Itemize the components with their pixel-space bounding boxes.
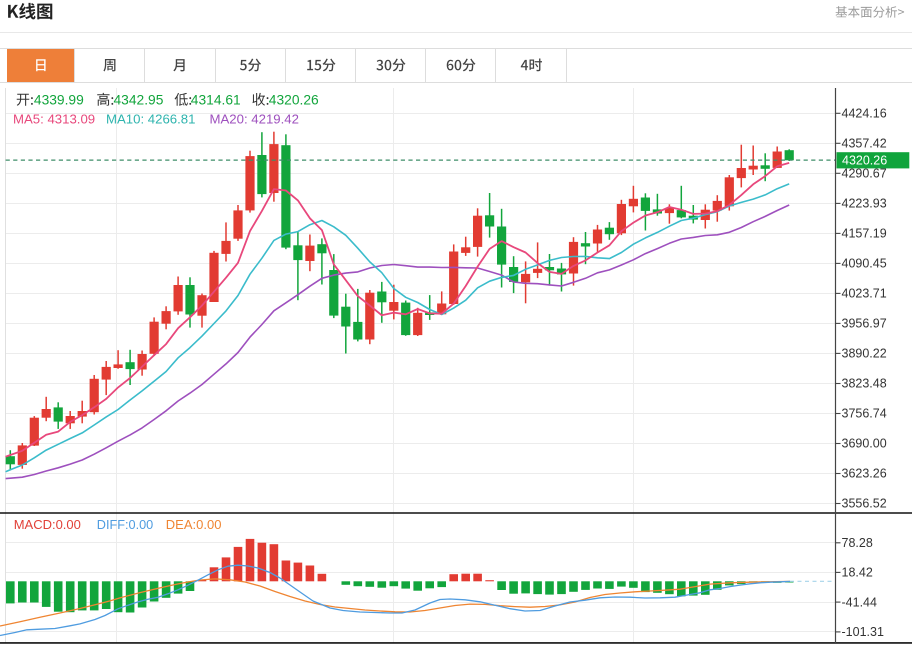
svg-text:3756.74: 3756.74 (842, 407, 887, 421)
svg-text:MA5: 4313.09: MA5: 4313.09 (13, 112, 95, 127)
svg-text:-101.31: -101.31 (842, 625, 884, 639)
svg-text:DIFF:0.00: DIFF:0.00 (97, 518, 153, 532)
svg-text:3823.48: 3823.48 (842, 377, 887, 391)
svg-text:4290.67: 4290.67 (842, 167, 887, 181)
svg-text:3890.22: 3890.22 (842, 347, 887, 361)
svg-text:4357.42: 4357.42 (842, 137, 887, 151)
svg-text:4424.16: 4424.16 (842, 107, 887, 121)
svg-text:3690.00: 3690.00 (842, 437, 887, 451)
svg-text:4342.95: 4342.95 (114, 93, 164, 108)
svg-text:DEA:0.00: DEA:0.00 (166, 517, 222, 532)
svg-text:4314.61: 4314.61 (191, 93, 241, 108)
svg-text:4320.26: 4320.26 (842, 154, 887, 168)
svg-text:4339.99: 4339.99 (34, 93, 84, 108)
svg-text:-41.44: -41.44 (842, 595, 877, 609)
svg-text:MA20: 4219.42: MA20: 4219.42 (210, 112, 299, 127)
svg-text:MACD:0.00: MACD:0.00 (14, 517, 81, 532)
svg-text:3556.52: 3556.52 (842, 497, 887, 511)
svg-text:78.28: 78.28 (842, 536, 873, 550)
svg-text:MA10: 4266.81: MA10: 4266.81 (106, 112, 195, 127)
svg-text:3956.97: 3956.97 (842, 317, 887, 331)
svg-text:4223.93: 4223.93 (842, 197, 887, 211)
svg-text:4023.71: 4023.71 (842, 287, 887, 301)
svg-text:4320.26: 4320.26 (269, 93, 319, 108)
svg-text:4157.19: 4157.19 (842, 227, 887, 241)
svg-text:18.42: 18.42 (842, 566, 873, 580)
svg-text:4090.45: 4090.45 (842, 257, 887, 271)
svg-text:3623.26: 3623.26 (842, 467, 887, 481)
